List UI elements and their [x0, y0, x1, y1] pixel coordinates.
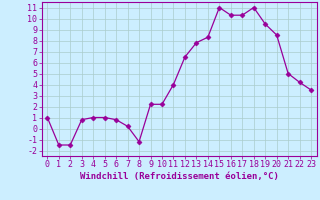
X-axis label: Windchill (Refroidissement éolien,°C): Windchill (Refroidissement éolien,°C): [80, 172, 279, 181]
